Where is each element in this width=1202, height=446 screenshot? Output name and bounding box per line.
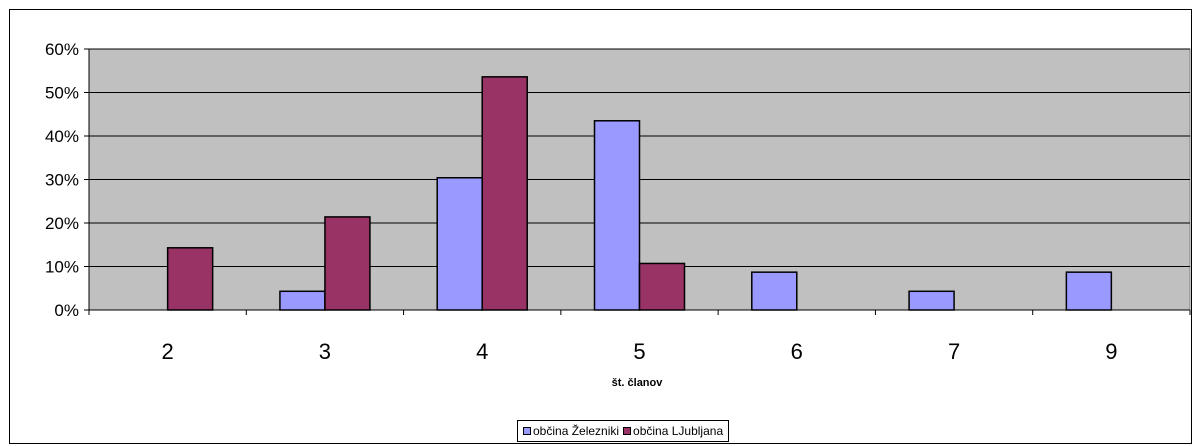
bar-zelezniki-6 [751,271,798,311]
y-tick-label: 20% [45,214,79,233]
y-tick-label: 60% [45,40,79,59]
bar-zelezniki-5 [593,120,641,311]
legend-label-ljubljana: občina LJubljana [633,424,724,438]
y-tick-label: 0% [54,301,79,320]
y-tick-label: 50% [45,84,79,103]
x-tick-label: 2 [162,339,174,364]
y-tick-label: 40% [45,127,79,146]
y-tick-label: 10% [45,258,79,277]
x-tick-label: 7 [948,339,960,364]
bar-ljubljana-2 [166,247,214,311]
legend-entry-ljubljana: občina LJubljana [623,424,723,438]
bar-zelezniki-3 [279,290,326,311]
bar-ljubljana-3 [324,216,371,311]
x-tick-label: 3 [319,339,331,364]
bar-zelezniki-7 [908,290,955,311]
legend-swatch-zelezniki [523,427,531,435]
legend-label-zelezniki: občina Železniki [533,424,620,438]
legend-entry-zelezniki: občina Železniki [523,424,619,438]
x-tick-label: 5 [633,339,645,364]
x-tick-label: 4 [476,339,488,364]
y-tick-label: 30% [45,171,79,190]
x-tick-label: 9 [1105,339,1117,364]
x-tick-label: 6 [791,339,803,364]
bar-zelezniki-4 [436,177,483,311]
x-axis-title: št. članov [612,377,664,389]
bar-ljubljana-5 [638,262,686,311]
bar-ljubljana-4 [481,76,528,311]
legend: občina Železniki občina LJubljana [517,420,730,442]
bar-zelezniki-9 [1065,271,1113,311]
legend-swatch-ljubljana [623,427,632,435]
